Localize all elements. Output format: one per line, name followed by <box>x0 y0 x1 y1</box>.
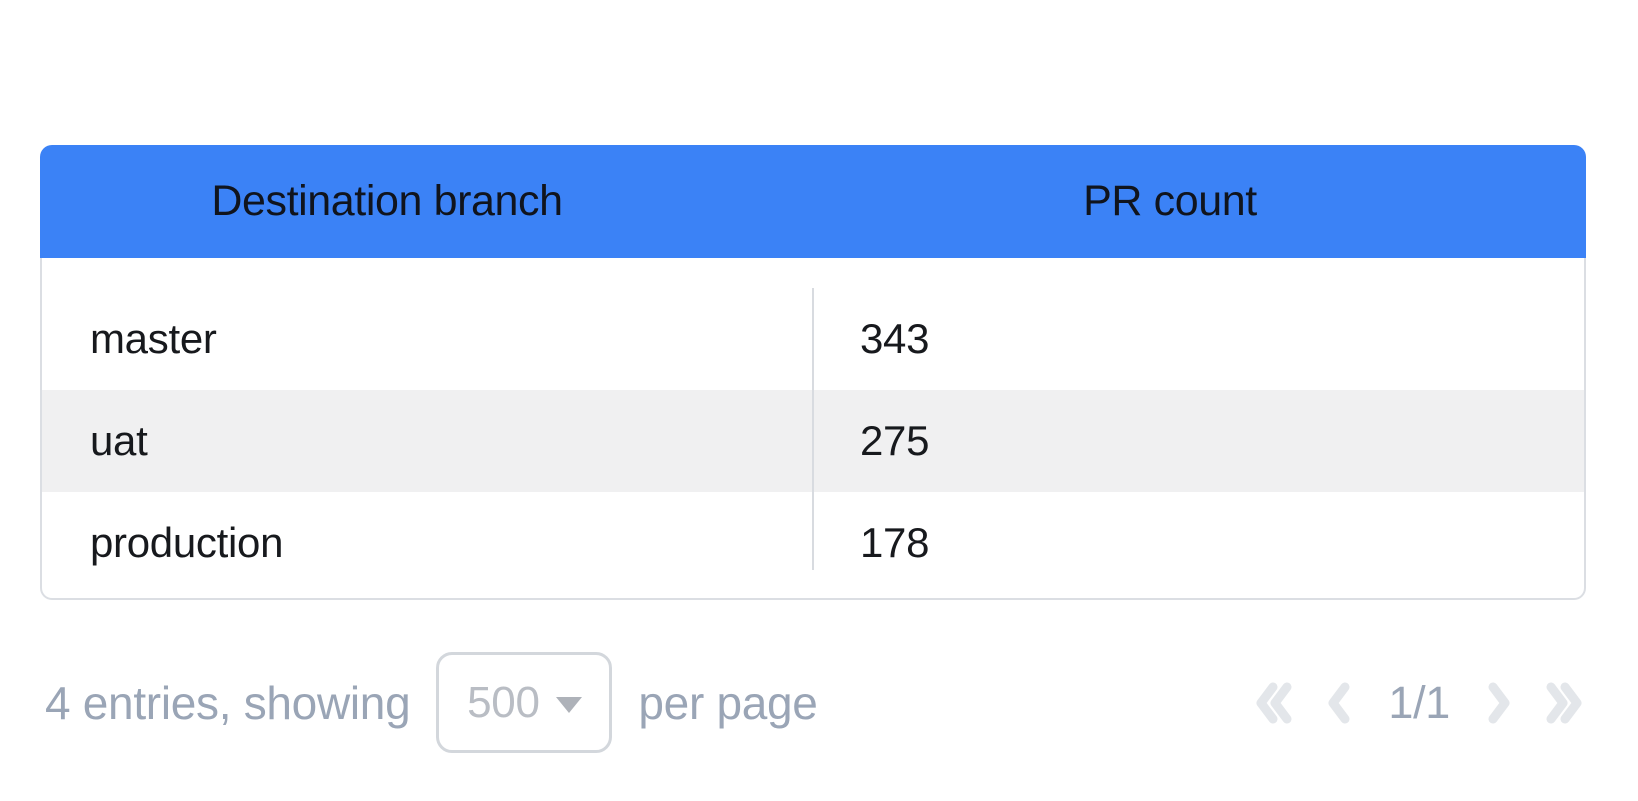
column-header-pr-count: PR count <box>1083 177 1257 225</box>
branch-cell: uat <box>90 417 148 464</box>
caret-down-icon <box>555 697 582 713</box>
table-body: master 343 uat 275 production 178 <box>40 258 1586 600</box>
previous-page-button[interactable] <box>1326 682 1352 724</box>
per-page-label: per page <box>638 676 818 729</box>
pr-count-cell: 178 <box>860 519 930 566</box>
page-size-value: 500 <box>467 677 540 727</box>
pagination-controls: 1/1 <box>1252 652 1586 753</box>
chevron-right-icon <box>1486 682 1512 724</box>
column-header-destination-branch: Destination branch <box>211 177 563 225</box>
table-row-production: production 178 <box>42 492 1584 594</box>
page-indicator: 1/1 <box>1388 676 1450 728</box>
chevron-double-right-icon <box>1542 682 1586 724</box>
branch-cell: master <box>90 315 217 362</box>
pr-count-table: Destination branch PR count master 343 u… <box>40 145 1586 600</box>
first-page-button[interactable] <box>1252 682 1296 724</box>
page-size-select[interactable]: 500 <box>436 652 613 753</box>
pr-count-cell: 343 <box>860 315 930 362</box>
next-page-button[interactable] <box>1486 682 1512 724</box>
last-page-button[interactable] <box>1542 682 1586 724</box>
branch-cell: production <box>90 519 284 566</box>
pagination-summary: 4 entries, showing 500 per page <box>45 652 818 753</box>
table-row-master: master 343 <box>42 288 1584 390</box>
table-header-row: Destination branch PR count <box>40 145 1586 258</box>
entries-count-label: 4 entries, showing <box>45 676 411 729</box>
chevron-double-left-icon <box>1252 682 1296 724</box>
pr-count-cell: 275 <box>860 417 930 464</box>
column-divider <box>812 288 814 570</box>
chevron-left-icon <box>1326 682 1352 724</box>
